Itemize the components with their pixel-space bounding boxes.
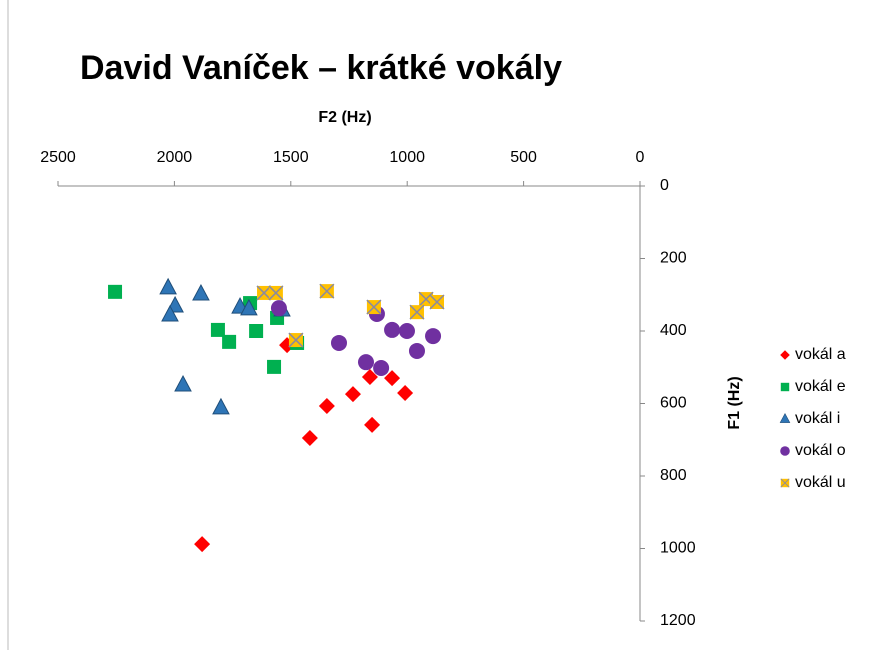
point — [361, 369, 378, 386]
point — [384, 370, 401, 387]
point — [194, 536, 211, 553]
x-tick-label: 500 — [510, 149, 537, 166]
point — [330, 334, 347, 351]
point — [240, 298, 258, 316]
x-tick-label: 1500 — [273, 149, 309, 166]
legend-marker — [780, 478, 790, 488]
y-tick-label: 200 — [660, 250, 687, 267]
point — [210, 322, 225, 337]
point — [256, 285, 272, 301]
y-axis-label: F1 (Hz) — [726, 376, 743, 429]
x-axis-label: F2 (Hz) — [318, 109, 371, 126]
x-tick-label: 2500 — [40, 149, 76, 166]
legend-label: vokál a — [795, 346, 846, 363]
x-tick-label: 1000 — [389, 149, 425, 166]
chart-title: David Vaníček – krátké vokály — [80, 49, 562, 87]
y-tick-label: 800 — [660, 467, 687, 484]
x-tick-label: 2000 — [157, 149, 193, 166]
point — [159, 277, 177, 295]
point — [429, 294, 445, 310]
point — [364, 416, 381, 433]
legend-marker — [780, 350, 790, 360]
point — [301, 429, 318, 446]
point — [222, 334, 237, 349]
legend-marker — [780, 382, 790, 392]
point — [288, 332, 304, 348]
point — [319, 283, 335, 299]
y-tick-label: 600 — [660, 395, 687, 412]
point — [249, 324, 264, 338]
legend-label: vokál o — [795, 442, 846, 459]
point — [268, 285, 284, 301]
point — [397, 384, 414, 401]
point — [398, 323, 415, 339]
legend-label: vokál i — [795, 410, 840, 427]
point — [267, 359, 282, 374]
legend-marker — [780, 446, 790, 456]
point — [212, 397, 230, 415]
legend-label: vokál e — [795, 378, 846, 395]
point — [318, 398, 335, 415]
point — [373, 359, 390, 376]
point — [384, 321, 401, 338]
point — [408, 342, 425, 359]
legend-label: vokál u — [795, 474, 846, 491]
y-tick-label: 0 — [660, 177, 669, 194]
point — [357, 354, 374, 371]
point — [192, 283, 210, 301]
point — [425, 328, 442, 345]
point — [161, 304, 179, 322]
y-tick-label: 400 — [660, 322, 687, 339]
x-tick-label: 0 — [636, 149, 645, 166]
point — [270, 300, 287, 317]
y-tick-label: 1200 — [660, 612, 696, 629]
point — [108, 284, 123, 299]
point — [344, 386, 361, 403]
legend-marker — [779, 412, 791, 423]
point — [174, 374, 192, 392]
y-tick-label: 1000 — [660, 540, 696, 557]
point — [366, 299, 382, 315]
point — [409, 304, 425, 320]
